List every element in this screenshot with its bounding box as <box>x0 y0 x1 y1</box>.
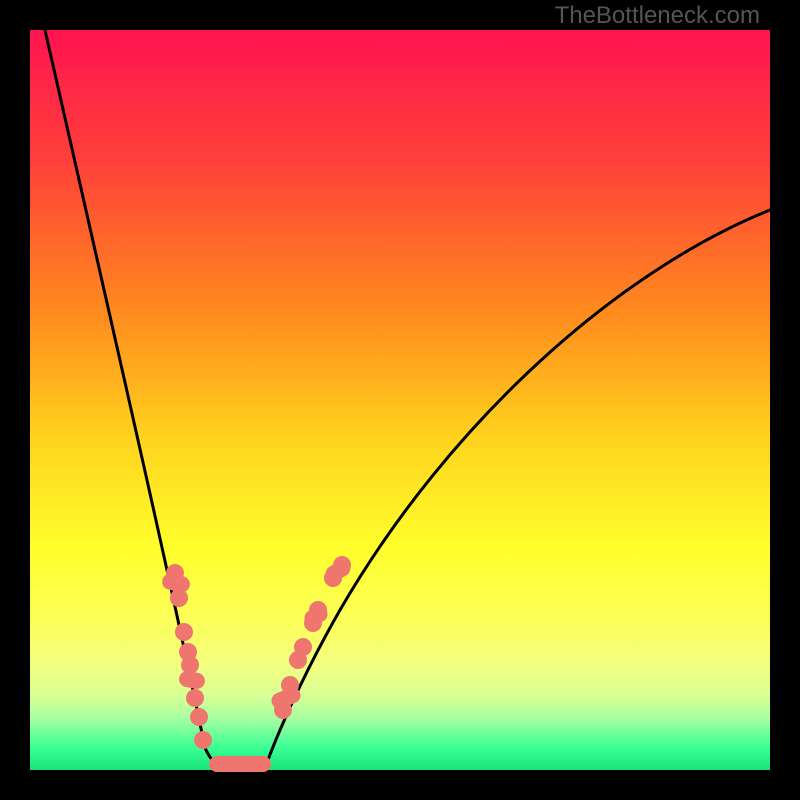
optimal-range-bar <box>209 756 271 772</box>
source-watermark: TheBottleneck.com <box>555 2 760 30</box>
chart-frame: TheBottleneck.com <box>0 0 800 800</box>
data-point <box>175 623 193 641</box>
data-point <box>274 701 292 719</box>
data-point <box>186 689 204 707</box>
data-point <box>194 731 212 749</box>
data-point <box>181 656 199 674</box>
data-point <box>324 569 342 587</box>
data-point <box>190 708 208 726</box>
data-markers <box>0 0 800 800</box>
data-point <box>289 651 307 669</box>
data-point <box>170 589 188 607</box>
data-point <box>166 564 184 582</box>
data-point <box>281 676 299 694</box>
data-point <box>304 614 322 632</box>
